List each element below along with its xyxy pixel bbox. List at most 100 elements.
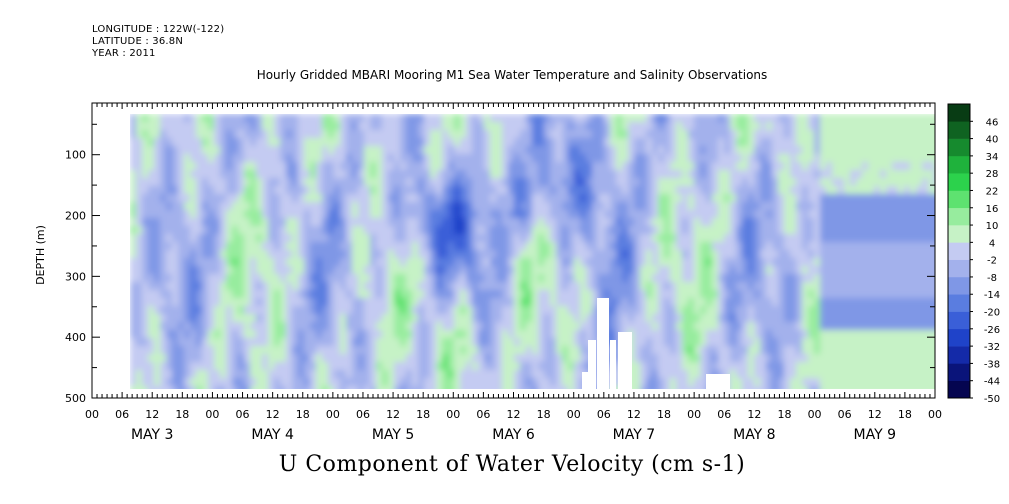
heatmap-cell bbox=[616, 322, 623, 331]
heatmap-cell bbox=[850, 314, 857, 323]
heatmap-cell bbox=[862, 194, 869, 203]
heatmap-cell bbox=[850, 146, 857, 155]
heatmap-cell bbox=[406, 250, 413, 259]
heatmap-cell bbox=[712, 354, 719, 363]
heatmap-cell bbox=[706, 362, 713, 371]
heatmap-cell bbox=[820, 258, 827, 267]
heatmap-cell bbox=[700, 170, 707, 179]
heatmap-cell bbox=[286, 114, 293, 123]
heatmap-cell bbox=[154, 290, 161, 299]
heatmap-cell bbox=[166, 370, 173, 379]
heatmap-cell bbox=[778, 274, 785, 283]
heatmap-cell bbox=[538, 298, 545, 307]
heatmap-cell bbox=[928, 250, 935, 259]
heatmap-cell bbox=[880, 330, 887, 339]
heatmap-cell bbox=[784, 162, 791, 171]
heatmap-cell bbox=[628, 186, 635, 195]
heatmap-cell bbox=[856, 234, 863, 243]
heatmap-cell bbox=[292, 322, 299, 331]
heatmap-cell bbox=[298, 154, 305, 163]
heatmap-cell bbox=[418, 250, 425, 259]
heatmap-cell bbox=[742, 146, 749, 155]
heatmap-cell bbox=[760, 306, 767, 315]
heatmap-cell bbox=[466, 114, 473, 123]
heatmap-cell bbox=[904, 314, 911, 323]
heatmap-cell bbox=[796, 186, 803, 195]
heatmap-cell bbox=[424, 346, 431, 355]
heatmap-cell bbox=[544, 346, 551, 355]
heatmap-cell bbox=[694, 290, 701, 299]
heatmap-cell bbox=[916, 242, 923, 251]
heatmap-cell bbox=[226, 274, 233, 283]
heatmap-cell bbox=[316, 178, 323, 187]
heatmap-cell bbox=[292, 370, 299, 379]
heatmap-cell bbox=[352, 314, 359, 323]
heatmap-cell bbox=[370, 386, 377, 389]
heatmap-cell bbox=[538, 130, 545, 139]
heatmap-cell bbox=[550, 194, 557, 203]
heatmap-cell bbox=[394, 210, 401, 219]
heatmap-cell bbox=[220, 162, 227, 171]
heatmap-cell bbox=[622, 202, 629, 211]
heatmap-cell bbox=[814, 218, 821, 227]
heatmap-cell bbox=[724, 138, 731, 147]
heatmap-cell bbox=[382, 314, 389, 323]
heatmap-cell bbox=[424, 146, 431, 155]
heatmap-cell bbox=[388, 250, 395, 259]
heatmap-cell bbox=[868, 338, 875, 347]
heatmap-cell bbox=[202, 130, 209, 139]
heatmap-cell bbox=[478, 170, 485, 179]
heatmap-cell bbox=[790, 354, 797, 363]
heatmap-cell bbox=[214, 226, 221, 235]
heatmap-cell bbox=[400, 186, 407, 195]
heatmap-cell bbox=[892, 314, 899, 323]
heatmap-cell bbox=[766, 338, 773, 347]
heatmap-cell bbox=[718, 122, 725, 131]
heatmap-cell bbox=[466, 370, 473, 379]
heatmap-cell bbox=[130, 274, 137, 283]
heatmap-cell bbox=[436, 354, 443, 363]
heatmap-cell bbox=[820, 130, 827, 139]
heatmap-cell bbox=[172, 274, 179, 283]
heatmap-cell bbox=[196, 154, 203, 163]
heatmap-cell bbox=[454, 226, 461, 235]
heatmap-cell bbox=[490, 322, 497, 331]
heatmap-cell bbox=[142, 314, 149, 323]
heatmap-cell bbox=[466, 322, 473, 331]
heatmap-cell bbox=[790, 202, 797, 211]
heatmap-cell bbox=[346, 298, 353, 307]
heatmap-cell bbox=[532, 162, 539, 171]
heatmap-cell bbox=[868, 258, 875, 267]
heatmap-cell bbox=[730, 210, 737, 219]
heatmap-cell bbox=[280, 250, 287, 259]
heatmap-cell bbox=[424, 170, 431, 179]
heatmap-cell bbox=[856, 242, 863, 251]
heatmap-cell bbox=[784, 242, 791, 251]
heatmap-cell bbox=[604, 162, 611, 171]
heatmap-cell bbox=[868, 178, 875, 187]
heatmap-cell bbox=[646, 314, 653, 323]
heatmap-cell bbox=[862, 138, 869, 147]
heatmap-cell bbox=[652, 146, 659, 155]
heatmap-cell bbox=[472, 218, 479, 227]
heatmap-cell bbox=[520, 378, 527, 387]
heatmap-cell bbox=[358, 258, 365, 267]
heatmap-cell bbox=[292, 178, 299, 187]
heatmap-cell bbox=[502, 362, 509, 371]
heatmap-cell bbox=[388, 242, 395, 251]
heatmap-cell bbox=[298, 314, 305, 323]
heatmap-cell bbox=[664, 114, 671, 123]
heatmap-cell bbox=[448, 378, 455, 387]
heatmap-cell bbox=[556, 194, 563, 203]
heatmap-cell bbox=[298, 298, 305, 307]
heatmap-cell bbox=[436, 234, 443, 243]
heatmap-cell bbox=[880, 122, 887, 131]
heatmap-cell bbox=[568, 122, 575, 131]
heatmap-cell bbox=[784, 210, 791, 219]
heatmap-cell bbox=[358, 274, 365, 283]
heatmap-cell bbox=[220, 194, 227, 203]
heatmap-cell bbox=[340, 170, 347, 179]
heatmap-cell bbox=[538, 346, 545, 355]
heatmap-cell bbox=[838, 138, 845, 147]
heatmap-cell bbox=[292, 114, 299, 123]
